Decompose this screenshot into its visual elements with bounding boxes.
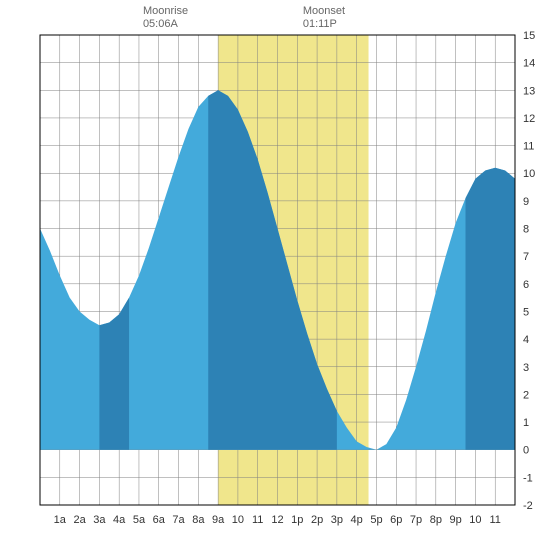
x-tick-label: 11 — [489, 514, 500, 526]
y-tick-label: 3 — [523, 362, 529, 374]
x-tick-label: 11 — [252, 514, 263, 526]
y-tick-label: 5 — [523, 306, 529, 318]
x-tick-label: 6a — [153, 514, 166, 526]
y-tick-label: 2 — [523, 389, 529, 401]
y-tick-label: 8 — [523, 224, 529, 236]
y-tick-label: 9 — [523, 196, 529, 208]
y-tick-label: 7 — [523, 251, 529, 263]
y-tick-label: -1 — [523, 472, 533, 484]
x-tick-label: 10 — [232, 514, 244, 526]
tide-area-dark — [466, 168, 515, 450]
y-tick-label: 0 — [523, 445, 529, 457]
x-tick-label: 7p — [410, 514, 422, 526]
y-tick-label: 10 — [523, 168, 535, 180]
x-tick-label: 4p — [351, 514, 363, 526]
x-tick-label: 1a — [54, 514, 67, 526]
y-tick-label: 14 — [523, 58, 535, 70]
tide-chart: -2-101234567891011121314151a2a3a4a5a6a7a… — [0, 0, 550, 550]
x-tick-label: 5p — [370, 514, 382, 526]
x-tick-label: 2p — [311, 514, 323, 526]
y-tick-label: 6 — [523, 279, 529, 291]
x-tick-label: 7a — [172, 514, 185, 526]
x-tick-label: 12 — [271, 514, 283, 526]
x-tick-label: 9p — [450, 514, 462, 526]
x-tick-label: 4a — [113, 514, 126, 526]
moonset-title: Moonset — [303, 5, 345, 17]
x-tick-label: 2a — [73, 514, 86, 526]
y-tick-label: -2 — [523, 500, 533, 512]
y-tick-label: 4 — [523, 334, 529, 346]
x-tick-label: 3a — [93, 514, 106, 526]
y-tick-label: 11 — [523, 141, 534, 153]
x-tick-label: 3p — [331, 514, 343, 526]
x-tick-label: 1p — [291, 514, 303, 526]
y-tick-label: 13 — [523, 85, 535, 97]
moonrise-value: 05:06A — [143, 18, 179, 30]
moonrise-title: Moonrise — [143, 5, 188, 17]
x-tick-label: 6p — [390, 514, 402, 526]
y-tick-label: 12 — [523, 113, 535, 125]
x-tick-label: 10 — [469, 514, 481, 526]
chart-svg: -2-101234567891011121314151a2a3a4a5a6a7a… — [0, 0, 550, 550]
x-tick-label: 9a — [212, 514, 225, 526]
y-tick-label: 1 — [523, 417, 529, 429]
x-tick-label: 8a — [192, 514, 205, 526]
x-tick-label: 8p — [430, 514, 442, 526]
moonset-value: 01:11P — [303, 18, 337, 30]
x-tick-label: 5a — [133, 514, 146, 526]
y-tick-label: 15 — [523, 30, 535, 42]
